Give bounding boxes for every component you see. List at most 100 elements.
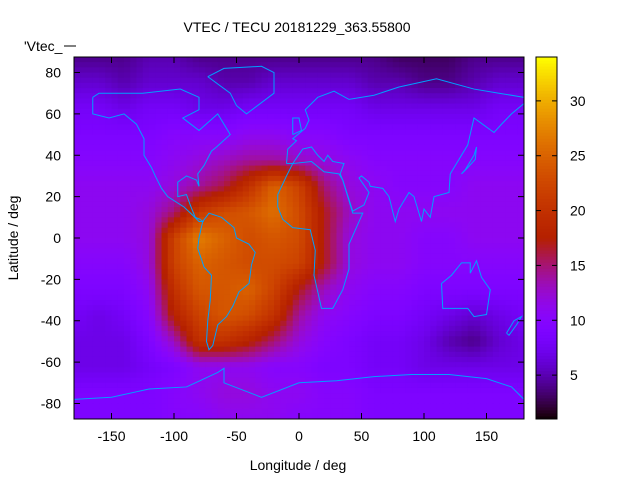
heatmap-cell: [399, 243, 406, 249]
heatmap-cell: [411, 82, 419, 89]
heatmap-cell: [249, 129, 256, 136]
heatmap-cell: [267, 274, 275, 280]
heatmap-cell: [199, 181, 206, 187]
heatmap-cell: [442, 77, 450, 84]
heatmap-cell: [261, 103, 269, 110]
heatmap-cell: [130, 160, 137, 167]
heatmap-cell: [80, 206, 87, 213]
heatmap-cell: [417, 93, 425, 99]
heatmap-cell: [317, 72, 325, 79]
heatmap-cell: [174, 279, 181, 286]
heatmap-cell: [124, 62, 131, 68]
heatmap-cell: [205, 82, 212, 89]
heatmap-cell: [474, 279, 481, 286]
heatmap-cell: [417, 331, 425, 337]
heatmap-cell: [355, 170, 362, 177]
heatmap-cell: [142, 108, 150, 115]
heatmap-cell: [224, 201, 231, 208]
heatmap-cell: [386, 238, 394, 244]
heatmap-cell: [267, 82, 275, 89]
heatmap-cell: [161, 232, 169, 239]
heatmap-cell: [411, 160, 419, 167]
heatmap-cell: [499, 263, 506, 270]
heatmap-cell: [392, 150, 400, 156]
heatmap-cell: [405, 113, 412, 120]
heatmap-cell: [267, 186, 275, 192]
heatmap-cell: [199, 82, 206, 89]
heatmap-cell: [267, 398, 275, 404]
heatmap-cell: [292, 165, 300, 172]
heatmap-cell: [186, 217, 194, 223]
heatmap-cell: [249, 289, 256, 296]
heatmap-cell: [424, 232, 431, 239]
heatmap-cell: [492, 108, 500, 115]
heatmap-cell: [467, 62, 475, 68]
heatmap-cell: [492, 310, 500, 317]
heatmap-cell: [461, 160, 469, 167]
heatmap-cell: [111, 253, 119, 260]
heatmap-cell: [192, 175, 200, 182]
heatmap-cell: [124, 320, 131, 327]
heatmap-cell: [186, 113, 194, 120]
heatmap-cell: [299, 300, 306, 306]
heatmap-cell: [424, 356, 431, 363]
heatmap-cell: [292, 289, 300, 296]
heatmap-cell: [161, 82, 169, 89]
heatmap-cell: [474, 258, 481, 265]
heatmap-cell: [399, 294, 406, 301]
heatmap-cell: [286, 351, 294, 358]
heatmap-cell: [242, 201, 250, 208]
heatmap-cell: [192, 88, 200, 94]
heatmap-cell: [311, 346, 319, 353]
heatmap-cell: [355, 139, 362, 146]
heatmap-cell: [74, 222, 81, 229]
heatmap-cell: [505, 82, 512, 89]
heatmap-cell: [405, 351, 412, 358]
heatmap-cell: [342, 393, 350, 399]
heatmap-cell: [474, 362, 481, 368]
heatmap-cell: [136, 212, 144, 218]
heatmap-cell: [374, 279, 381, 286]
heatmap-cell: [142, 248, 150, 255]
heatmap-cell: [349, 351, 356, 358]
heatmap-cell: [111, 351, 119, 358]
heatmap-cell: [74, 119, 81, 125]
heatmap-cell: [255, 315, 262, 322]
heatmap-cell: [342, 217, 350, 223]
heatmap-cell: [161, 413, 169, 420]
heatmap-cell: [292, 341, 300, 348]
heatmap-cell: [467, 336, 475, 342]
heatmap-cell: [130, 238, 137, 244]
heatmap-cell: [105, 93, 112, 99]
heatmap-cell: [186, 129, 194, 136]
heatmap-cell: [330, 186, 337, 192]
heatmap-cell: [236, 72, 244, 79]
heatmap-cell: [99, 222, 106, 229]
heatmap-cell: [380, 160, 387, 167]
heatmap-cell: [217, 108, 225, 115]
heatmap-cell: [386, 212, 394, 218]
heatmap-cell: [367, 72, 375, 79]
heatmap-cell: [255, 103, 262, 110]
heatmap-cell: [442, 377, 450, 384]
heatmap-cell: [305, 248, 312, 255]
heatmap-cell: [399, 232, 406, 239]
heatmap-cell: [411, 62, 419, 68]
heatmap-cell: [249, 367, 256, 373]
heatmap-cell: [211, 170, 219, 177]
heatmap-cell: [511, 367, 519, 373]
heatmap-cell: [174, 377, 181, 384]
heatmap-cell: [480, 315, 487, 322]
heatmap-cell: [480, 232, 487, 239]
heatmap-cell: [217, 351, 225, 358]
heatmap-cell: [505, 160, 512, 167]
heatmap-cell: [305, 300, 312, 306]
heatmap-cell: [474, 124, 481, 130]
heatmap-cell: [486, 62, 494, 68]
heatmap-cell: [399, 382, 406, 389]
heatmap-cell: [174, 201, 181, 208]
heatmap-cell: [317, 320, 325, 327]
heatmap-cell: [255, 367, 262, 373]
heatmap-cell: [286, 170, 294, 177]
